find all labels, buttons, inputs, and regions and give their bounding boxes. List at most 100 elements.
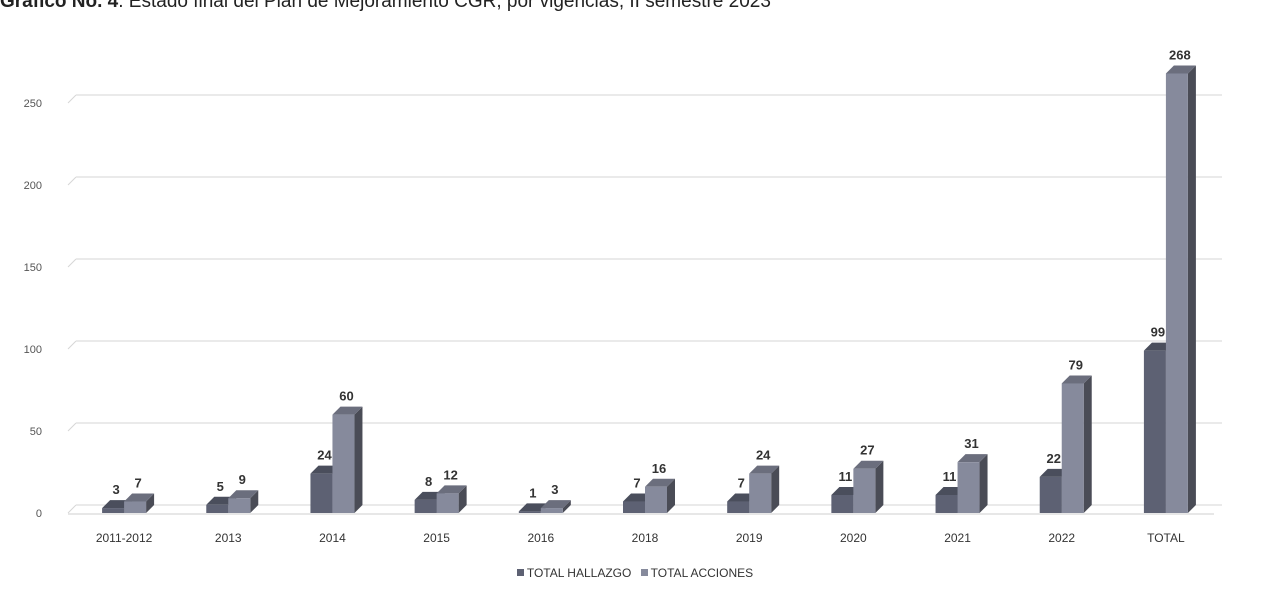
bar-top-face	[124, 493, 155, 502]
data-label: 8	[425, 474, 432, 489]
bar-front-face	[727, 501, 750, 513]
x-tick-label: 2013	[215, 531, 242, 545]
legend-label-hallazgo: TOTAL HALLAZGO	[526, 566, 632, 580]
x-tick-label: TOTAL	[1147, 531, 1185, 545]
legend-item-hallazgo: TOTAL HALLAZGO	[516, 566, 632, 580]
bar-front-face	[414, 499, 437, 513]
legend-swatch-acciones	[640, 569, 648, 577]
data-label: 24	[756, 448, 771, 463]
bar-acciones	[124, 493, 155, 513]
x-tick-label: 2014	[319, 531, 346, 545]
bar-front-face	[623, 501, 645, 513]
bar-front-face	[831, 494, 854, 513]
bar-top-face	[749, 465, 780, 474]
bar-acciones	[1165, 65, 1196, 513]
data-label: 22	[1046, 451, 1060, 466]
bar-side-face	[1187, 65, 1196, 513]
data-label: 60	[339, 389, 353, 404]
bar-front-face	[124, 501, 147, 513]
data-label: 11	[943, 469, 957, 484]
bar-front-face	[540, 508, 563, 513]
data-label: 31	[964, 436, 978, 451]
gridline-depth	[67, 176, 77, 186]
y-tick-label: 150	[24, 262, 42, 274]
bar-acciones	[957, 454, 988, 513]
bar-front-face	[749, 473, 772, 513]
data-label: 9	[239, 472, 246, 487]
data-label: 16	[652, 461, 666, 476]
bar-acciones	[1061, 375, 1092, 513]
bar-front-face	[1061, 383, 1084, 513]
legend-swatch-hallazgo	[516, 569, 524, 577]
chart-legend: TOTAL HALLAZGO TOTAL ACCIONES	[0, 566, 1270, 580]
bar-acciones	[645, 478, 675, 513]
x-tick-label: 2018	[632, 531, 659, 545]
bar-acciones	[749, 465, 780, 513]
x-tick-label: 2016	[527, 531, 554, 545]
x-tick-label: 2011-2012	[96, 531, 153, 545]
bar-side-face	[667, 478, 675, 513]
bar-acciones	[540, 500, 571, 513]
bar-acciones	[332, 406, 363, 513]
y-tick-label: 50	[30, 426, 42, 438]
data-label: 11	[838, 469, 852, 484]
data-label: 3	[112, 482, 119, 497]
x-tick-label: 2019	[736, 531, 763, 545]
bar-side-face	[354, 406, 363, 513]
y-tick-label: 100	[24, 344, 42, 356]
bar-side-face	[979, 454, 988, 513]
bar-front-face	[102, 508, 125, 513]
bar-front-face	[436, 493, 459, 513]
bar-top-face	[332, 406, 363, 415]
gridline-depth	[67, 94, 77, 104]
x-tick-label: 2020	[840, 531, 867, 545]
bar-front-face	[206, 504, 229, 513]
data-label: 5	[217, 479, 224, 494]
bar-front-face	[1165, 73, 1188, 513]
bar-side-face	[250, 490, 259, 513]
bar-side-face	[146, 493, 155, 513]
bar-acciones	[853, 460, 884, 513]
bar-top-face	[436, 485, 467, 494]
data-label: 1	[529, 485, 536, 500]
bar-side-face	[458, 485, 467, 513]
y-tick-label: 250	[24, 98, 42, 110]
bar-side-face	[562, 500, 571, 513]
bar-top-face	[645, 478, 675, 487]
bar-front-face	[957, 462, 980, 513]
data-label: 12	[443, 467, 457, 482]
bar-top-face	[1165, 65, 1196, 74]
bar-top-face	[1061, 375, 1092, 384]
chart-title: Grafico No. 4. Estado final del Plan de …	[0, 0, 771, 13]
legend-label-acciones: TOTAL ACCIONES	[650, 566, 754, 580]
data-label: 27	[860, 443, 874, 458]
legend-item-acciones: TOTAL ACCIONES	[640, 566, 754, 580]
gridline-depth	[67, 504, 77, 514]
gridline-depth	[67, 422, 77, 432]
data-label: 7	[738, 476, 745, 491]
bar-front-face	[1143, 350, 1166, 513]
data-label: 7	[633, 476, 640, 491]
chart-title-bold: Grafico No. 4	[0, 0, 119, 12]
x-tick-label: 2015	[423, 531, 450, 545]
bar-side-face	[1083, 375, 1092, 513]
y-tick-label: 0	[36, 508, 42, 520]
bar-front-face	[310, 473, 333, 513]
bar-front-face	[1039, 476, 1062, 513]
data-label: 3	[551, 482, 558, 497]
data-label: 24	[317, 448, 332, 463]
data-label: 79	[1068, 357, 1082, 372]
bar-front-face	[332, 414, 355, 513]
bar-top-face	[540, 500, 571, 509]
gridline-depth	[67, 340, 77, 350]
x-tick-label: 2022	[1048, 531, 1075, 545]
bar-front-face	[645, 486, 667, 513]
bar-front-face	[228, 498, 251, 513]
bar-top-face	[957, 454, 988, 463]
bar-side-face	[771, 465, 780, 513]
data-label: 268	[1169, 47, 1191, 62]
bar-side-face	[875, 460, 884, 513]
bar-top-face	[853, 460, 884, 469]
data-label: 99	[1151, 325, 1165, 340]
bar-front-face	[518, 511, 541, 513]
